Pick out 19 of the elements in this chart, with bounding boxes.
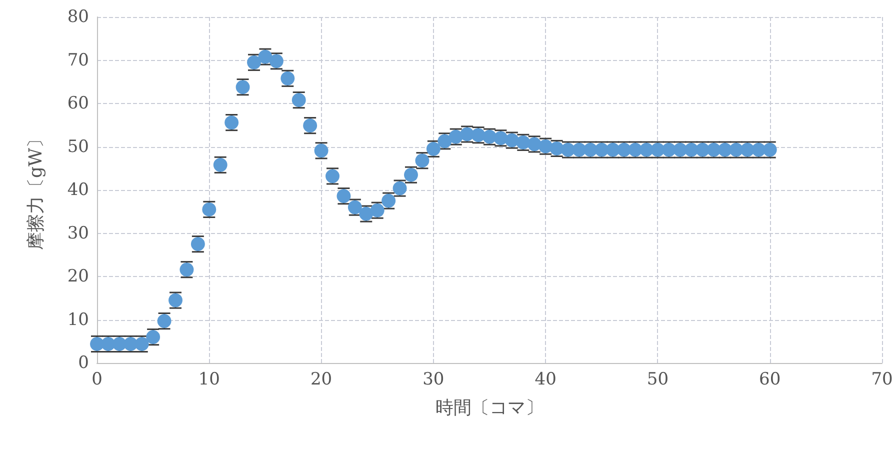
y-tick-label: 50 [67,136,89,157]
x-tick-label: 50 [646,370,669,390]
x-tick-label: 40 [534,370,556,390]
y-tick-label: 0 [78,353,89,373]
y-axis-title: 摩擦力〔gW〕 [26,130,46,250]
y-tick-label: 40 [67,180,89,200]
x-tick-label: 10 [198,370,220,390]
x-tick-label: 60 [759,370,781,390]
x-tick-label: 20 [310,370,332,390]
x-axis-title: 時間〔コマ〕 [436,398,544,418]
y-tick-label: 30 [67,223,89,244]
y-tick-label: 80 [67,7,89,27]
x-tick-label: 30 [422,370,444,390]
x-tick-label: 70 [871,370,893,390]
y-tick-label: 60 [67,94,89,114]
y-tick-label: 20 [67,266,89,286]
y-tick-label: 70 [67,50,89,70]
x-tick-label: 0 [92,370,102,390]
y-tick-label: 10 [67,310,89,330]
